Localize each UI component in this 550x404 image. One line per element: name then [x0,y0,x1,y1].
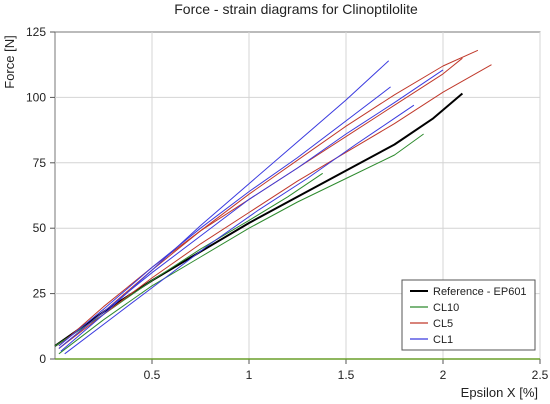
series-layer [54,49,492,355]
y-tick-label: 50 [33,221,47,235]
legend: Reference - EP601 CL10 CL5 CL1 [401,279,536,351]
legend-entry: CL5 [433,318,453,330]
x-tick-label: 2 [440,368,447,382]
legend-entry: CL10 [433,302,459,314]
y-tick-label: 75 [33,156,47,170]
x-tick-label: 1.5 [338,368,355,382]
legend-entry: Reference - EP601 [433,286,527,298]
legend-entry: CL1 [433,334,453,346]
x-tick-label: 1 [246,368,253,382]
series-line-cl1 [58,69,444,349]
y-tick-label: 100 [26,90,46,104]
x-axis-label: Epsilon X [%] [461,385,538,400]
x-tick-label: 0.5 [144,368,161,382]
axis-ticks: 0.5 1 1.5 2 2.5 0 25 50 75 100 125 [26,25,549,382]
series-line-cl1 [60,60,390,352]
y-tick-label: 25 [33,287,47,301]
series-line-cl1 [64,104,415,355]
y-axis-label: Force [N] [2,35,17,88]
y-tick-label: 125 [26,25,46,39]
series-line-cl5 [58,64,492,349]
series-line-cl10 [58,133,424,355]
series-line-cl1 [58,86,391,347]
y-tick-label: 0 [39,352,46,366]
x-tick-label: 2.5 [532,368,549,382]
chart-title: Force - strain diagrams for Clinoptiloli… [174,1,418,17]
series-line-cl5 [58,49,479,349]
